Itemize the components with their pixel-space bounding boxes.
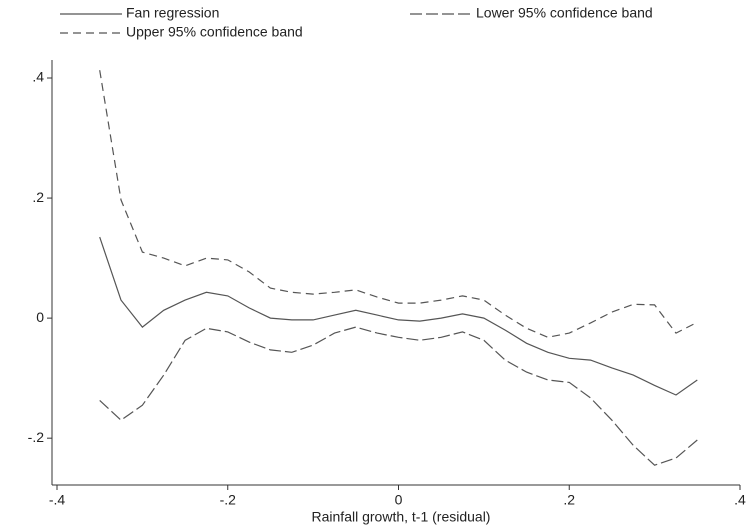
series-line <box>99 326 698 466</box>
x-axis-title: Rainfall growth, t-1 (residual) <box>312 509 491 525</box>
x-tick-label: -.4 <box>49 492 66 508</box>
x-tick-label: 0 <box>395 492 403 508</box>
y-tick-label: -.2 <box>28 429 45 445</box>
x-tick-label: .4 <box>734 492 746 508</box>
y-tick-label: 0 <box>36 309 44 325</box>
y-tick-label: .4 <box>32 69 44 85</box>
legend-label: Lower 95% confidence band <box>476 5 653 21</box>
series-line <box>99 70 698 338</box>
legend-label: Upper 95% confidence band <box>126 24 303 40</box>
legend-label: Fan regression <box>126 5 219 21</box>
series-line <box>99 236 698 396</box>
x-tick-label: .2 <box>563 492 575 508</box>
x-tick-label: -.2 <box>220 492 237 508</box>
y-tick-label: .2 <box>32 189 44 205</box>
